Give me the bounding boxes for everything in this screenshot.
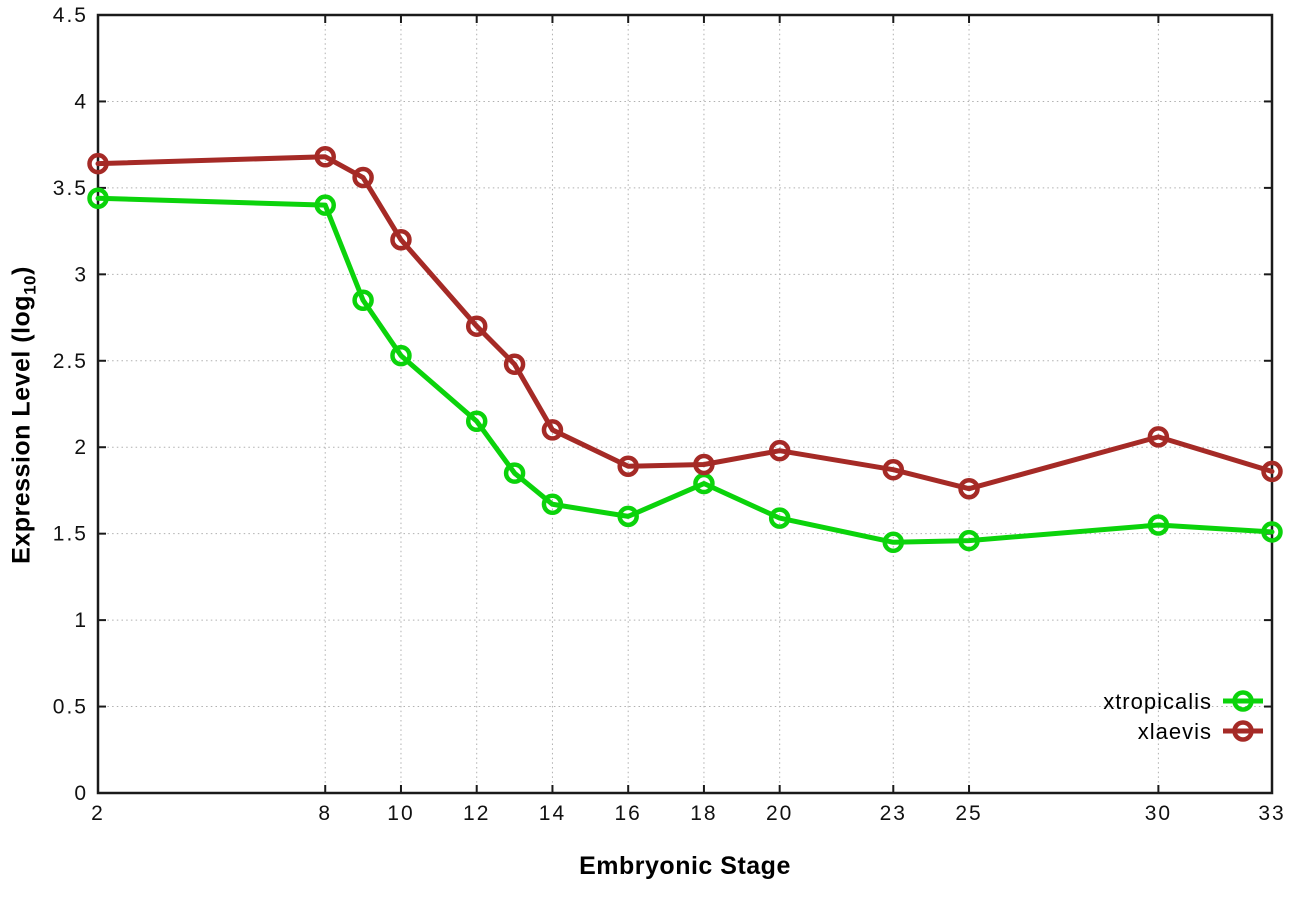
plot-border <box>96 13 1274 795</box>
data-point-xtropicalis <box>958 529 980 552</box>
data-point-xlaevis <box>768 439 791 462</box>
series-line-xlaevis <box>95 154 1275 492</box>
data-point-xlaevis <box>693 453 715 476</box>
x-tick-label: 30 <box>1145 802 1172 825</box>
x-axis-title: Embryonic Stage <box>579 852 791 880</box>
data-point-xtropicalis <box>1147 514 1170 536</box>
data-point-xlaevis <box>352 166 374 189</box>
data-point-xlaevis <box>617 455 639 477</box>
y-tick-label: 0 <box>74 782 88 805</box>
legend-label-xlaevis: xlaevis <box>1138 719 1212 744</box>
data-point-xlaevis <box>958 477 980 500</box>
x-tick-label: 14 <box>539 802 566 825</box>
data-point-xtropicalis <box>768 507 791 529</box>
data-point-xtropicalis <box>390 344 412 367</box>
y-tick-label: 4 <box>74 90 88 113</box>
data-point-xlaevis <box>503 353 526 375</box>
y-axis-title-text: Expression Level (log <box>7 294 36 564</box>
x-tick-label: 8 <box>318 802 332 825</box>
y-axis-title: Expression Level (log10) <box>8 266 41 564</box>
data-point-xlaevis <box>541 419 564 441</box>
data-point-xlaevis <box>390 229 412 251</box>
legend-marker-xtropicalis <box>1232 690 1254 712</box>
data-point-xlaevis <box>465 315 488 337</box>
x-tick-label: 10 <box>387 802 414 825</box>
data-point-xtropicalis <box>503 462 526 484</box>
data-point-xlaevis <box>314 146 336 168</box>
y-tick-label: 1 <box>74 609 88 632</box>
x-tick-label: 18 <box>690 802 717 825</box>
y-tick-label: 2.5 <box>53 350 88 373</box>
data-point-xlaevis <box>882 458 905 481</box>
x-tick-label: 23 <box>880 802 907 825</box>
legend-marker-xlaevis <box>1232 720 1254 742</box>
data-point-xtropicalis <box>465 410 488 433</box>
series-line-xtropicalis <box>95 195 1275 545</box>
x-tick-label: 2 <box>91 802 105 825</box>
data-point-xtropicalis <box>1261 521 1283 543</box>
data-point-xtropicalis <box>87 187 109 210</box>
y-tick-label: 4.5 <box>53 4 88 27</box>
x-tick-label: 25 <box>955 802 982 825</box>
y-tick-label: 1.5 <box>53 523 88 546</box>
data-point-xtropicalis <box>352 289 374 312</box>
y-tick-label: 2 <box>74 436 88 459</box>
y-tick-label: 0.5 <box>53 696 88 719</box>
x-tick-label: 33 <box>1258 802 1285 825</box>
data-point-xlaevis <box>1147 426 1170 448</box>
y-tick-label: 3 <box>74 263 88 286</box>
data-point-xtropicalis <box>617 505 639 528</box>
x-tick-label: 20 <box>766 802 793 825</box>
data-point-xtropicalis <box>882 531 905 554</box>
x-tick-label: 16 <box>615 802 642 825</box>
y-axis-title-subscript: 10 <box>20 274 40 295</box>
data-point-xlaevis <box>1261 460 1283 483</box>
x-tick-label: 12 <box>463 802 490 825</box>
data-point-xtropicalis <box>541 493 564 516</box>
data-point-xlaevis <box>87 152 109 175</box>
y-axis-title-close: ) <box>7 266 36 275</box>
legend-label-xtropicalis: xtropicalis <box>1103 689 1212 714</box>
y-tick-label: 3.5 <box>53 177 88 200</box>
data-point-xtropicalis <box>314 194 336 216</box>
